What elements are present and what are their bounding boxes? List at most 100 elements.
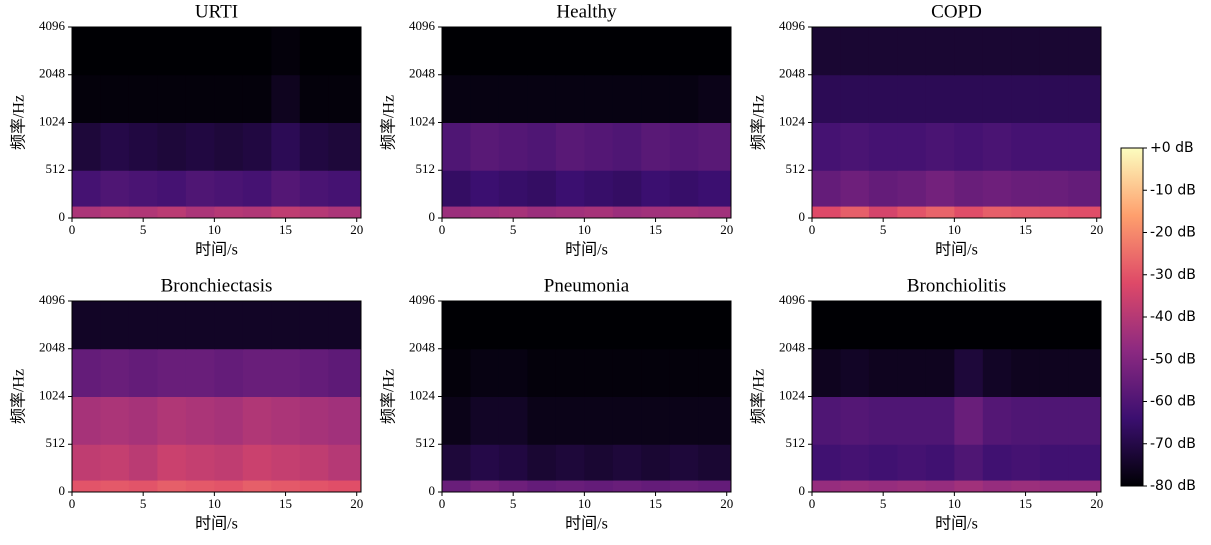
heat-cell [157, 480, 187, 493]
y-tick-label: 512 [46, 435, 66, 450]
heat-cell [641, 170, 671, 207]
heat-cell [328, 206, 362, 219]
heat-cell [1011, 348, 1041, 397]
heat-cell [925, 27, 955, 76]
y-tick-label: 1024 [39, 387, 66, 402]
heat-cell [328, 170, 362, 207]
heat-cell [214, 480, 244, 493]
heat-cell [498, 122, 528, 171]
heat-cell [128, 27, 158, 76]
heat-cell [470, 170, 500, 207]
heat-cell [925, 348, 955, 397]
x-tick-label: 0 [69, 496, 76, 511]
chart-title: Bronchiolitis [907, 275, 1006, 296]
heat-cell [299, 301, 329, 350]
heat-cell [612, 444, 642, 481]
heat-cell [982, 444, 1012, 481]
heat-cell [641, 27, 671, 76]
heat-cell [954, 206, 984, 219]
spectrogram-panel: 0 5 10 15 20 0 512 1024 2048 4096 Bronchiectasis 时间… [10, 275, 364, 532]
heat-cell [527, 480, 557, 493]
x-tick-label: 0 [69, 222, 76, 237]
heat-cell [299, 170, 329, 207]
heat-cell [128, 170, 158, 207]
y-axis-label: 频率/Hz [750, 369, 768, 424]
heat-cell [527, 122, 557, 171]
heat-cell [954, 27, 984, 76]
heat-cell [1011, 27, 1041, 76]
heat-cell [185, 170, 215, 207]
x-tick-label: 5 [140, 496, 147, 511]
heat-cell [157, 27, 187, 76]
spectrogram-panel: 0 5 10 15 20 0 512 1024 2048 4096 COPD 时间/s 频率/Hz [750, 1, 1104, 258]
heat-cell [185, 206, 215, 219]
heat-cell [157, 301, 187, 350]
heat-cell [1011, 122, 1041, 171]
x-tick-label: 20 [350, 222, 363, 237]
heat-cell [100, 27, 130, 76]
x-tick-label: 5 [880, 222, 887, 237]
heat-cell [1039, 74, 1069, 123]
heat-cell [157, 122, 187, 171]
chart-title: Healthy [556, 1, 617, 22]
heat-cell [100, 122, 130, 171]
heat-cell [982, 348, 1012, 397]
heat-cell [271, 74, 301, 123]
heat-cell [954, 122, 984, 171]
chart-title: Pneumonia [544, 275, 630, 296]
heat-cell [214, 206, 244, 219]
heat-cell [527, 74, 557, 123]
heat-cell [72, 170, 101, 207]
heat-cell [100, 170, 130, 207]
colorbar-tick-label: -30 dB [1150, 267, 1196, 283]
y-tick-label: 512 [416, 435, 436, 450]
heat-cell [982, 170, 1012, 207]
heat-cell [840, 444, 870, 481]
heat-cell [641, 206, 671, 219]
heat-cell [954, 480, 984, 493]
heat-cell [698, 301, 732, 350]
heat-cell [698, 170, 732, 207]
heat-cell [641, 444, 671, 481]
heat-cell [555, 206, 585, 219]
x-tick-label: 20 [350, 496, 363, 511]
x-tick-label: 0 [809, 496, 816, 511]
heat-cell [527, 348, 557, 397]
heat-cell [185, 480, 215, 493]
heat-cell [185, 444, 215, 481]
heat-cell [1068, 206, 1102, 219]
heat-cell [128, 206, 158, 219]
heat-cell [698, 27, 732, 76]
heat-cell [840, 480, 870, 493]
colorbar [1120, 147, 1144, 487]
heat-cell [242, 480, 272, 493]
heat-cell [128, 348, 158, 397]
heat-cell [1068, 27, 1102, 76]
heat-cell [812, 170, 841, 207]
heat-cell [442, 444, 471, 481]
heat-cell [242, 74, 272, 123]
heat-cell [982, 27, 1012, 76]
heat-cell [612, 170, 642, 207]
heat-cell [698, 396, 732, 445]
heat-cell [669, 74, 699, 123]
heat-cell [185, 301, 215, 350]
heat-cell [72, 396, 101, 445]
heat-cell [1039, 301, 1069, 350]
heat-cell [584, 27, 614, 76]
heat-cell [584, 122, 614, 171]
heat-cell [271, 301, 301, 350]
x-tick-label: 0 [439, 222, 446, 237]
heat-cell [498, 480, 528, 493]
heat-cell [185, 396, 215, 445]
heat-cell [669, 444, 699, 481]
heat-cell [1039, 444, 1069, 481]
heat-cell [1011, 74, 1041, 123]
heat-cell [157, 396, 187, 445]
heat-cell [242, 27, 272, 76]
heat-cell [1039, 396, 1069, 445]
heat-cell [498, 301, 528, 350]
heat-cell [1068, 74, 1102, 123]
heat-cell [498, 170, 528, 207]
heat-cell [840, 396, 870, 445]
